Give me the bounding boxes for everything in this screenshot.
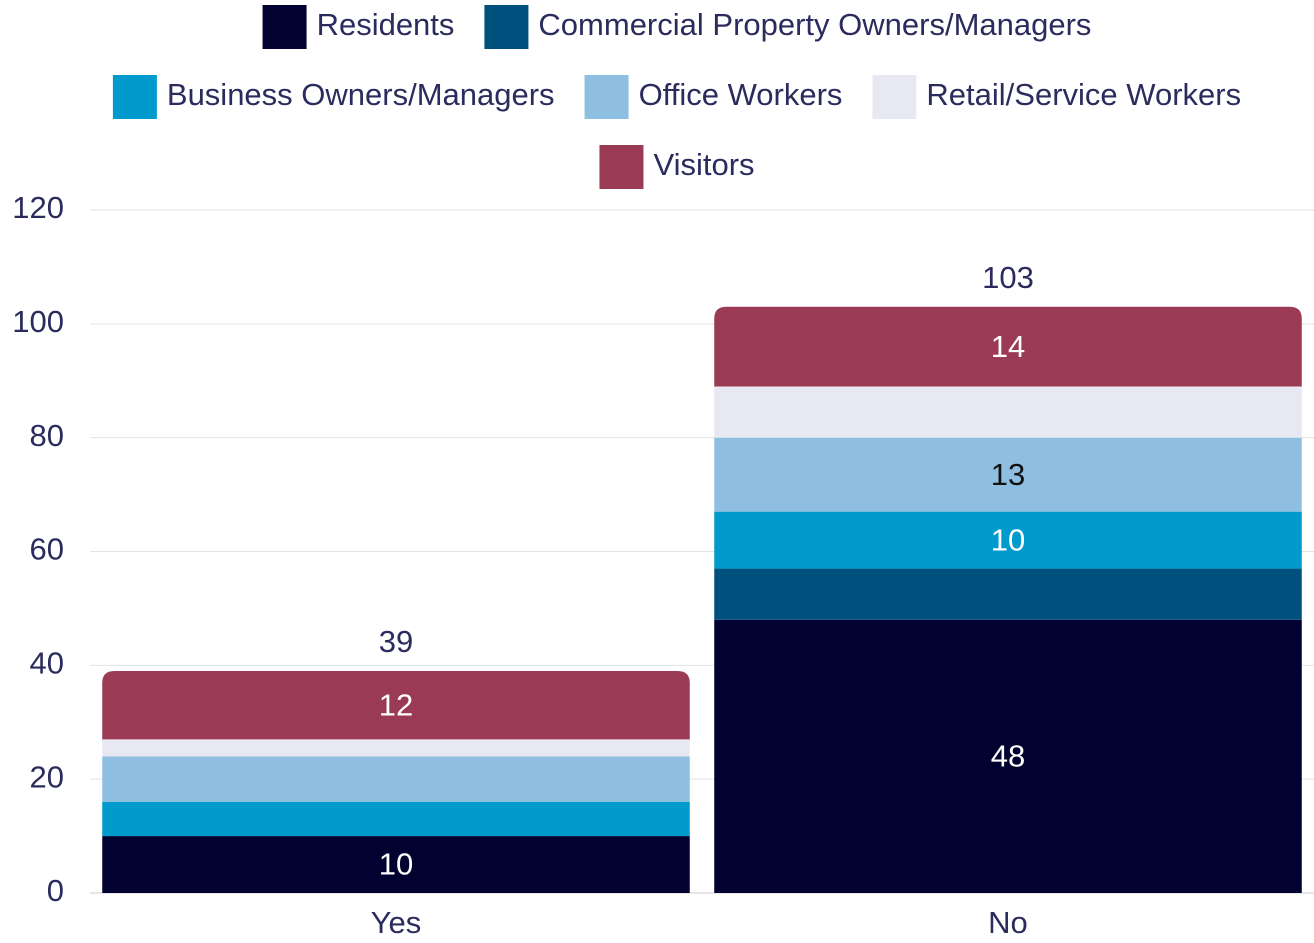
bar-segment bbox=[102, 671, 690, 740]
data-label: 10 bbox=[379, 847, 413, 882]
legend-swatch bbox=[484, 5, 529, 49]
legend-label: Visitors bbox=[653, 147, 754, 182]
bar-segment bbox=[102, 801, 690, 837]
y-tick-label: 40 bbox=[30, 646, 64, 681]
bar-segment bbox=[714, 437, 1302, 512]
x-tick-label: Yes bbox=[371, 905, 422, 940]
legend-swatch bbox=[599, 145, 644, 189]
data-label: 48 bbox=[991, 739, 1025, 774]
bar-segment bbox=[714, 568, 1302, 620]
legend-label: Residents bbox=[317, 7, 455, 42]
bar-segment bbox=[102, 836, 690, 893]
bar-segment bbox=[714, 306, 1302, 387]
y-tick-label: 100 bbox=[12, 304, 64, 339]
total-label: 103 bbox=[982, 260, 1034, 295]
legend-swatch bbox=[112, 75, 157, 119]
y-tick-label: 120 bbox=[12, 190, 64, 225]
bar-segment bbox=[714, 619, 1302, 893]
data-label: 13 bbox=[991, 457, 1025, 492]
bar-segment bbox=[714, 386, 1302, 438]
data-label: 14 bbox=[991, 329, 1025, 364]
y-tick-label: 80 bbox=[30, 418, 64, 453]
bar-segment bbox=[714, 511, 1302, 569]
legend-swatch bbox=[262, 5, 307, 49]
y-tick-label: 0 bbox=[47, 873, 64, 908]
legend-label: Office Workers bbox=[639, 77, 843, 112]
legend-swatch bbox=[584, 75, 629, 119]
data-label: 10 bbox=[991, 522, 1025, 557]
legend-label: Business Owners/Managers bbox=[167, 77, 555, 112]
y-tick-label: 60 bbox=[30, 532, 64, 567]
bar-segment bbox=[102, 739, 690, 757]
data-label: 12 bbox=[379, 687, 413, 722]
total-label: 39 bbox=[379, 624, 413, 659]
legend-swatch bbox=[872, 75, 917, 119]
legend-label: Retail/Service Workers bbox=[926, 77, 1241, 112]
x-tick-label: No bbox=[988, 905, 1028, 940]
bar-segment bbox=[102, 756, 690, 802]
y-tick-label: 20 bbox=[30, 759, 64, 794]
legend-label: Commercial Property Owners/Managers bbox=[538, 7, 1091, 42]
